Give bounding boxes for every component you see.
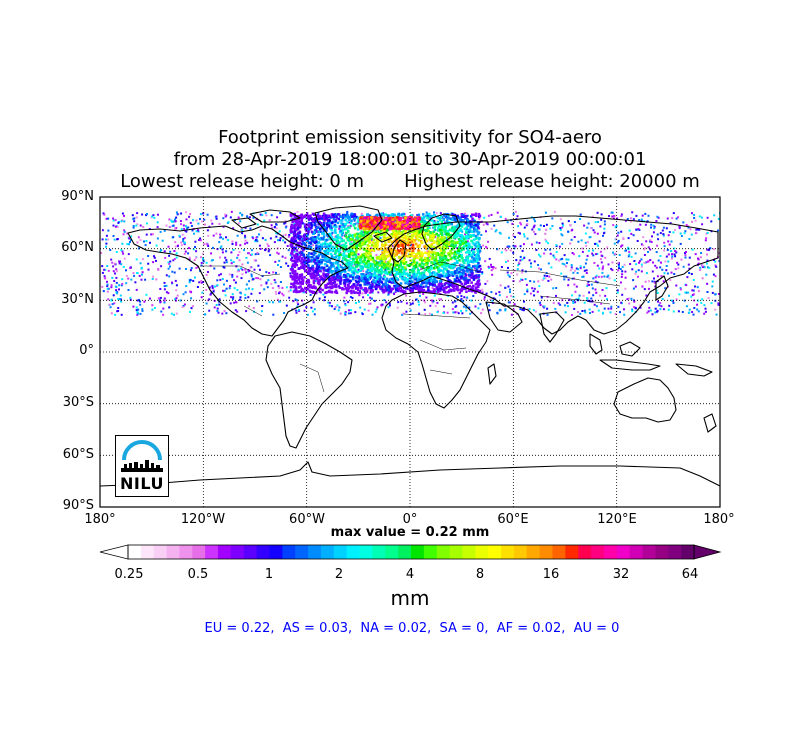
colorbar [99, 544, 722, 560]
colorbar-swatch [475, 545, 489, 559]
lon-label-120w: 120°W [180, 512, 226, 527]
coast-eurasia [387, 215, 719, 335]
colorbar-swatch [205, 545, 219, 559]
colorbar-swatch [372, 545, 386, 559]
lon-label-120e: 120°E [597, 512, 637, 527]
colorbar-swatch [282, 545, 296, 559]
colorbar-swatch [423, 545, 438, 559]
colorbar-frame [127, 544, 695, 560]
colorbar-swatch [539, 545, 553, 559]
colorbar-extend-low [99, 544, 129, 560]
colorbar-tick: 16 [542, 567, 560, 582]
colorbar-tick: 0.25 [114, 567, 144, 582]
logo-skyline [121, 460, 163, 472]
lon-label-0: 0° [402, 512, 418, 527]
colorbar-swatch [128, 545, 142, 559]
coastlines [100, 205, 720, 487]
colorbar-swatch [501, 545, 515, 559]
colorbar-swatch [488, 545, 502, 559]
colorbar-swatch [243, 545, 258, 559]
coast-scandinavia [421, 213, 461, 251]
colorbar-swatch [642, 545, 656, 559]
colorbar-swatch [436, 545, 451, 559]
lat-label-90n: 90°N [61, 189, 94, 204]
lat-label-60n: 60°N [61, 240, 94, 255]
colorbar-swatch [179, 545, 193, 559]
colorbar-swatch [629, 545, 644, 559]
footprint-plume [100, 210, 720, 316]
colorbar-tick: 64 [681, 567, 699, 582]
colorbar-swatch [565, 545, 579, 559]
colorbar-swatch [320, 545, 335, 559]
colorbar-swatch [603, 545, 618, 559]
colorbar-tick: 2 [334, 567, 344, 582]
colorbar-swatch [526, 545, 541, 559]
colorbar-swatch [398, 545, 412, 559]
coast-north-america [127, 225, 349, 337]
coast-australia [613, 377, 677, 423]
colorbar-swatch [359, 545, 373, 559]
colorbar-swatch [681, 545, 695, 559]
coast-greenland [314, 205, 383, 251]
nilu-logo: NILU [115, 435, 169, 497]
colorbar-swatch [411, 545, 425, 559]
colorbar-tick: 1 [264, 567, 274, 582]
logo-text: NILU [120, 474, 164, 493]
title-line-1: Footprint emission sensitivity for SO4-a… [218, 127, 602, 148]
colorbar-swatch [218, 545, 232, 559]
colorbar-swatch [513, 545, 528, 559]
colorbar-swatch [578, 545, 592, 559]
colorbar-tick: 4 [405, 567, 415, 582]
colorbar-swatch [333, 545, 348, 559]
lat-label-60s: 60°S [62, 447, 94, 462]
colorbar-swatch [449, 545, 463, 559]
colorbar-swatch [192, 545, 206, 559]
lon-label-60w: 60°W [289, 512, 325, 527]
coast-south-america [265, 331, 353, 449]
colorbar-swatch [308, 545, 322, 559]
colorbar-tick: 32 [612, 567, 630, 582]
colorbar-swatch [269, 545, 283, 559]
colorbar-unit-label: mm [390, 586, 430, 610]
lat-label-30s: 30°S [62, 395, 94, 410]
lon-label-180e: 180° [703, 512, 735, 527]
max-value-label: max value = 0.22 mm [330, 525, 490, 540]
coast-africa [381, 291, 491, 409]
colorbar-swatch [655, 545, 669, 559]
colorbar-swatch [385, 545, 399, 559]
lat-label-30n: 30°N [61, 292, 94, 307]
coast-antarctica [100, 461, 720, 487]
colorbar-swatch [591, 545, 605, 559]
colorbar-swatch [153, 545, 168, 559]
lon-label-180w: 180° [84, 512, 116, 527]
colorbar-swatch [230, 545, 245, 559]
title-line-3: Lowest release height: 0 m Highest relea… [120, 171, 700, 192]
logo-arc [122, 440, 162, 461]
colorbar-swatch [140, 545, 155, 559]
map-frame [99, 196, 721, 508]
colorbar-tick: 8 [475, 567, 485, 582]
colorbar-swatch [166, 545, 180, 559]
colorbar-extend-high [693, 544, 722, 560]
colorbar-swatch [256, 545, 270, 559]
colorbar-swatch [668, 545, 682, 559]
lat-label-0: 0° [79, 343, 94, 358]
region-values-text: EU = 0.22, AS = 0.03, NA = 0.02, SA = 0,… [204, 621, 620, 636]
lon-label-60e: 60°E [497, 512, 529, 527]
title-line-2: from 28-Apr-2019 18:00:01 to 30-Apr-2019… [173, 149, 647, 170]
colorbar-swatch [616, 545, 631, 559]
colorbar-swatch [346, 545, 361, 559]
lat-label-90s: 90°S [62, 498, 94, 513]
colorbar-tick: 0.5 [187, 567, 209, 582]
colorbar-swatch [552, 545, 566, 559]
grid-lines [100, 197, 720, 507]
colorbar-swatch [462, 545, 476, 559]
colorbar-swatch [295, 545, 309, 559]
